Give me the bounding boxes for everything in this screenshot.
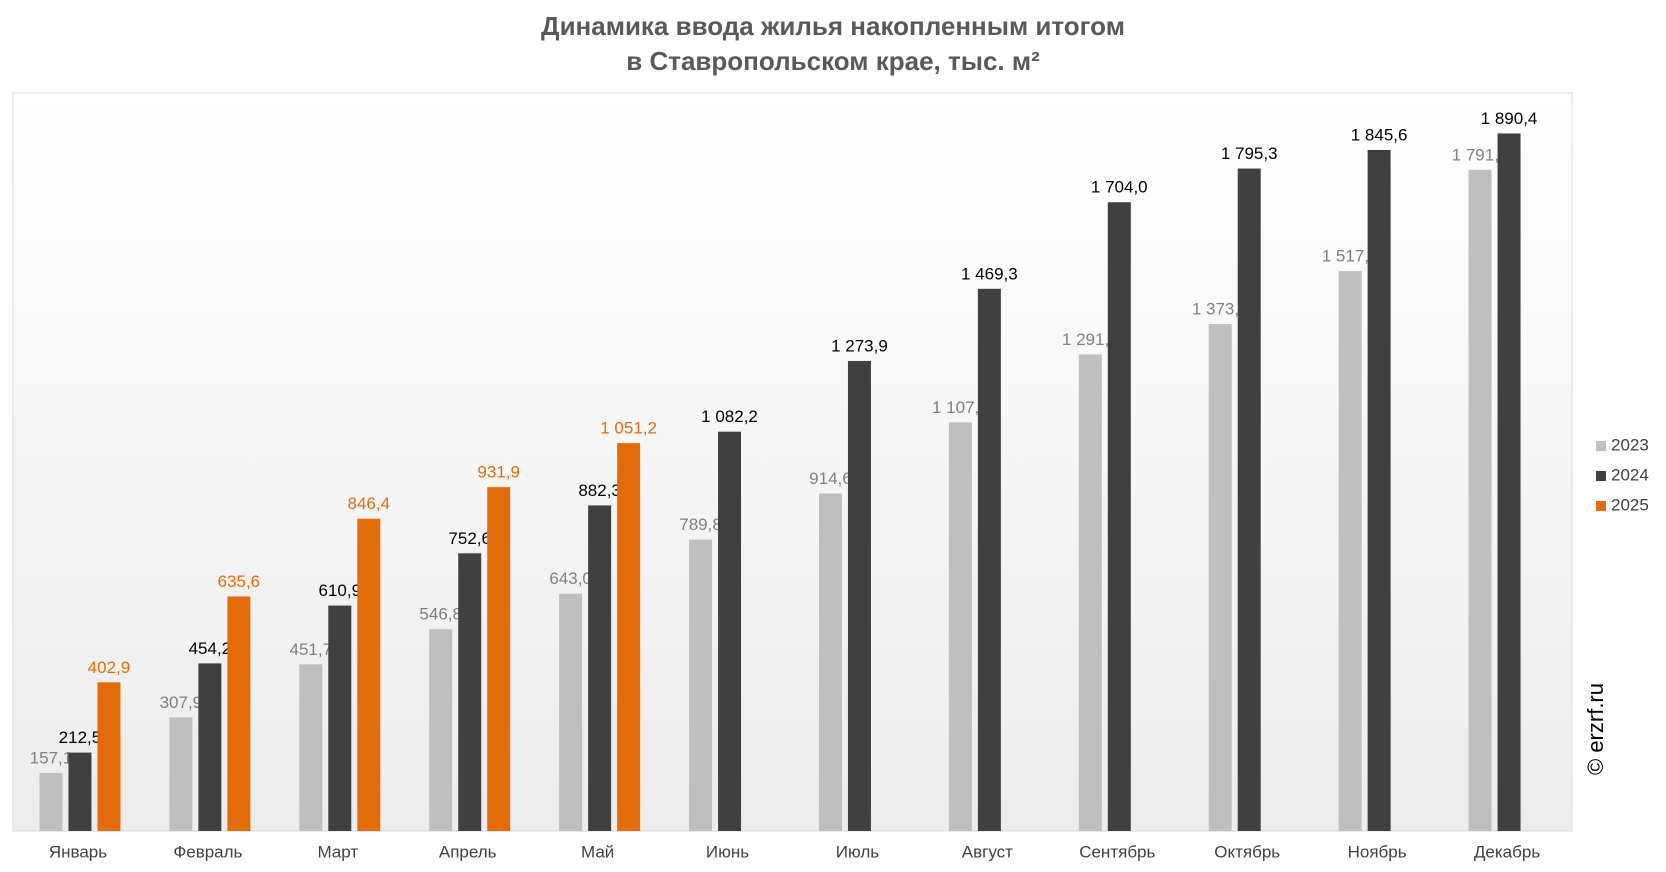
bar (1208, 324, 1232, 831)
data-label: 307,9 (160, 693, 203, 712)
bar (39, 773, 63, 831)
bar (588, 505, 612, 831)
data-label: 1 791,9 (1452, 145, 1509, 164)
data-label: 610,9 (319, 581, 362, 600)
x-tick-label: Апрель (439, 842, 497, 861)
data-label: 454,2 (189, 639, 232, 658)
legend-swatch (1596, 441, 1606, 451)
x-tick-label: Июль (836, 842, 880, 861)
bar (68, 752, 92, 831)
bar (357, 518, 381, 831)
legend-swatch (1596, 471, 1606, 481)
data-label: 1 517,7 (1322, 246, 1379, 265)
bar (977, 288, 1001, 831)
bar (1367, 149, 1391, 831)
data-label: 157,1 (30, 749, 73, 768)
bar (718, 431, 742, 831)
data-label: 1 469,3 (961, 264, 1018, 283)
data-label: 1 107,5 (932, 398, 989, 417)
bar (1338, 270, 1362, 831)
bar (617, 443, 641, 831)
bar (847, 360, 871, 831)
x-tick-label: Май (581, 842, 614, 861)
chart-title: в Ставропольском крае, тыс. м² (626, 46, 1040, 76)
bar (227, 596, 251, 831)
legend-label: 2024 (1611, 465, 1649, 484)
x-tick-label: Март (317, 842, 358, 861)
bar (487, 487, 511, 831)
bar (1468, 169, 1492, 832)
x-tick-label: Август (962, 842, 1013, 861)
data-label: 931,9 (477, 463, 520, 482)
data-label: 1 273,9 (831, 336, 888, 355)
data-label: 212,5 (59, 728, 102, 747)
data-label: 643,0 (549, 569, 592, 588)
data-label: 1 704,0 (1091, 178, 1148, 197)
data-label: 882,3 (578, 481, 621, 500)
data-label: 789,8 (679, 515, 722, 534)
data-label: 1 373,9 (1192, 300, 1249, 319)
bar (948, 422, 972, 831)
bar (299, 664, 323, 831)
bar (198, 663, 222, 831)
bar (1237, 168, 1261, 831)
bar (818, 493, 842, 831)
bar (169, 717, 193, 831)
x-tick-label: Сентябрь (1079, 842, 1155, 861)
bar (97, 682, 121, 831)
plot-area (12, 92, 1573, 832)
data-label: 635,6 (218, 572, 261, 591)
x-tick-label: Ноябрь (1348, 842, 1407, 861)
bar (328, 605, 352, 831)
x-tick-label: Июнь (706, 842, 749, 861)
data-label: 451,7 (290, 640, 333, 659)
x-tick-label: Январь (49, 842, 107, 861)
data-label: 1 845,6 (1351, 125, 1408, 144)
legend-swatch (1596, 501, 1606, 511)
bar (429, 629, 453, 831)
legend-label: 2023 (1611, 435, 1649, 454)
data-label: 546,8 (419, 605, 462, 624)
bar (559, 593, 583, 831)
x-tick-label: Октябрь (1214, 842, 1280, 861)
bar (1497, 133, 1521, 832)
bar (458, 553, 482, 831)
bar (1107, 202, 1131, 831)
chart-title: Динамика ввода жилья накопленным итогом (541, 11, 1125, 41)
bar (1078, 354, 1102, 831)
data-label: 1 890,4 (1481, 109, 1538, 128)
x-tick-label: Февраль (173, 842, 242, 861)
data-label: 402,9 (88, 658, 131, 677)
watermark: © erzrf.ru (1583, 683, 1608, 775)
data-label: 846,4 (348, 494, 391, 513)
bar (689, 539, 713, 831)
data-label: 1 051,2 (600, 419, 657, 438)
x-tick-label: Декабрь (1474, 842, 1540, 861)
data-label: 752,6 (448, 529, 491, 548)
data-label: 914,6 (809, 469, 852, 488)
legend-label: 2025 (1611, 495, 1649, 514)
data-label: 1 795,3 (1221, 144, 1278, 163)
data-label: 1 291,6 (1062, 330, 1119, 349)
data-label: 1 082,2 (701, 407, 758, 426)
